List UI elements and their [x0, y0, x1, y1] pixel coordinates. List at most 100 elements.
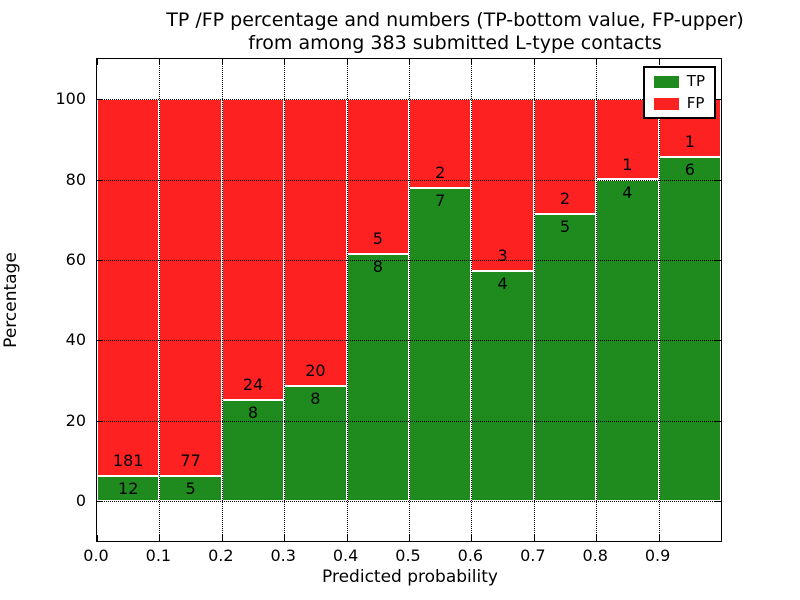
tp-count-label: 8 [372, 256, 383, 276]
tp-count-label: 5 [559, 216, 571, 236]
y-gridline [97, 259, 721, 261]
x-tick-bottom [596, 535, 598, 541]
tp-count-label: 4 [622, 182, 633, 202]
y-tick-label: 80 [65, 169, 86, 189]
fp-count-label: 24 [242, 375, 264, 395]
tp-legend-label: TP [686, 72, 705, 90]
x-gridline [284, 59, 286, 541]
x-tick-label: 0.7 [520, 546, 546, 565]
x-gridline [596, 59, 598, 541]
tp-count-label: 12 [118, 478, 139, 498]
y-tick-right [715, 259, 721, 261]
x-gridline [658, 59, 660, 541]
y-tick-left [97, 420, 103, 422]
x-tick-bottom [346, 535, 348, 541]
tp-count-label: 4 [497, 274, 508, 294]
bar-segment-fp [221, 99, 285, 401]
x-tick-top [284, 59, 286, 65]
x-tick-bottom [284, 535, 286, 541]
y-tick-right [715, 179, 721, 181]
y-gridline [97, 500, 721, 502]
x-gridline [346, 59, 348, 541]
y-tick-label: 100 [55, 89, 86, 109]
x-tick-bottom [658, 535, 660, 541]
x-tick-top [596, 59, 598, 65]
y-tick-label: 60 [65, 249, 86, 269]
tp-count-label: 5 [185, 479, 196, 499]
bar-segment-fp [97, 99, 160, 476]
bar-segment-tp [221, 400, 285, 501]
x-gridline [409, 59, 410, 541]
bar-segment-fp [159, 99, 222, 477]
y-tick-left [97, 340, 103, 342]
x-tick-label: 0.8 [582, 546, 608, 565]
x-tick-top [97, 59, 98, 65]
x-tick-label: 0.0 [83, 546, 109, 565]
y-tick-left [97, 259, 103, 261]
y-axis-label: Percentage [1, 252, 21, 348]
x-tick-bottom [159, 535, 161, 541]
y-tick-right [715, 500, 721, 502]
fp-count-label: 1 [622, 154, 633, 174]
chart-title-line2: from among 383 submitted L-type contacts [248, 32, 662, 54]
bar-segment-tp [658, 156, 721, 501]
x-tick-top [159, 59, 161, 65]
fp-count-label: 2 [559, 188, 571, 208]
tp-legend-swatch [653, 75, 679, 88]
x-tick-label: 0.4 [332, 546, 359, 565]
tp-count-label: 8 [310, 389, 321, 409]
bar-segment-tp [346, 253, 409, 501]
chart-title: TP /FP percentage and numbers (TP-bottom… [155, 9, 755, 55]
x-tick-label: 0.1 [145, 546, 172, 565]
x-tick-bottom [471, 535, 473, 541]
x-tick-label: 0.3 [270, 546, 296, 565]
fp-count-label: 20 [305, 361, 326, 381]
plot-area: TP FP 181 12 77 5 24 8 20 8 5 8 2 7 3 4 2 5 1 4 1 6 [96, 58, 722, 542]
fp-count-label: 181 [112, 450, 144, 470]
fp-legend-swatch [653, 97, 679, 110]
x-tick-top [346, 59, 348, 65]
x-tick-bottom [221, 535, 223, 541]
x-tick-top [409, 59, 410, 65]
x-tick-bottom [97, 535, 98, 541]
x-tick-label: 0.9 [644, 546, 671, 565]
y-gridline [97, 340, 721, 342]
x-tick-label: 0.5 [395, 546, 421, 565]
tp-count-label: 8 [247, 403, 259, 423]
bar-segment-tp [97, 475, 160, 501]
tp-count-label: 6 [684, 159, 695, 179]
x-gridline [533, 59, 535, 541]
x-tick-label: 0.6 [457, 546, 484, 565]
y-tick-left [97, 500, 103, 502]
x-tick-top [533, 59, 535, 65]
legend-entry-fp: FP [653, 94, 705, 112]
x-gridline [221, 59, 223, 541]
y-tick-left [97, 179, 103, 181]
y-tick-label: 20 [65, 410, 86, 430]
x-tick-top [658, 59, 660, 65]
y-tick-right [715, 99, 721, 101]
tp-count-label: 7 [435, 191, 446, 211]
x-gridline [471, 59, 473, 541]
fp-count-label: 1 [684, 131, 695, 151]
legend: TP FP [642, 66, 716, 119]
x-axis-label: Predicted probability [322, 567, 498, 587]
x-tick-bottom [533, 535, 535, 541]
y-tick-label: 0 [75, 490, 86, 510]
legend-entry-tp: TP [653, 72, 705, 90]
x-tick-bottom [409, 535, 410, 541]
fp-count-label: 5 [372, 228, 383, 248]
fp-count-label: 2 [435, 163, 446, 183]
y-gridline [97, 420, 721, 422]
chart-title-line1: TP /FP percentage and numbers (TP-bottom… [166, 9, 744, 31]
x-gridline [159, 59, 161, 541]
fp-legend-label: FP [686, 94, 705, 112]
bar-segment-fp [346, 99, 409, 254]
x-tick-top [471, 59, 473, 65]
y-tick-right [715, 420, 721, 422]
y-gridline [97, 179, 721, 181]
bar-segment-fp [284, 99, 347, 387]
bar-segment-tp [471, 271, 534, 501]
y-tick-right [715, 340, 721, 342]
